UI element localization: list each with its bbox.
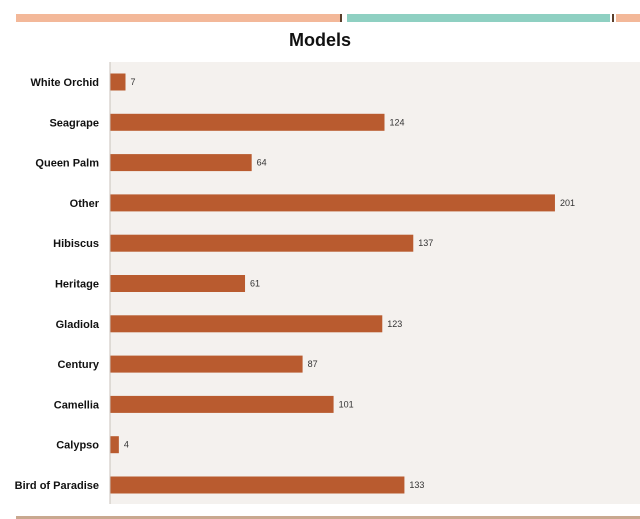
data-label: 61: [250, 279, 260, 289]
category-label: Camellia: [54, 399, 100, 411]
category-label: Seagrape: [49, 117, 99, 129]
bottom-decorative-strip: [16, 516, 640, 519]
top-strip-segment-orange: [16, 14, 340, 22]
data-label: 64: [257, 158, 267, 168]
top-strip-separator: [612, 14, 614, 22]
category-label: Gladiola: [56, 319, 100, 331]
bars-group: White Orchid 7 Seagrape 124 Queen Palm 64 Othe…: [15, 73, 575, 494]
bar: [110, 476, 405, 494]
data-label: 4: [124, 440, 129, 450]
bar: [110, 73, 126, 91]
top-strip-separator: [340, 14, 342, 22]
bar: [110, 154, 252, 172]
category-label: Heritage: [55, 279, 99, 291]
data-label: 124: [389, 117, 404, 127]
bar: [110, 436, 119, 454]
data-label: 133: [409, 480, 424, 490]
chart-title: Models: [288, 30, 351, 50]
bar: [110, 234, 414, 252]
top-strip-segment-teal: [347, 14, 610, 22]
bar: [110, 113, 385, 131]
data-label: 101: [339, 399, 354, 409]
data-label: 123: [387, 319, 402, 329]
bar: [110, 315, 383, 333]
data-label: 137: [418, 238, 433, 248]
category-label: Bird of Paradise: [15, 480, 99, 492]
category-label: White Orchid: [31, 77, 99, 89]
data-label: 201: [560, 198, 575, 208]
category-label: Hibiscus: [53, 238, 99, 250]
category-label: Other: [70, 198, 100, 210]
bar: [110, 194, 555, 212]
category-label: Calypso: [56, 440, 99, 452]
category-label: Queen Palm: [35, 158, 99, 170]
bar: [110, 275, 246, 292]
category-label: Century: [57, 359, 99, 371]
bar: [110, 355, 303, 373]
data-label: 7: [130, 77, 135, 87]
top-strip-segment-orange: [616, 14, 640, 22]
data-label: 87: [308, 359, 318, 369]
top-decorative-strip: [0, 14, 640, 22]
bar: [110, 395, 334, 413]
